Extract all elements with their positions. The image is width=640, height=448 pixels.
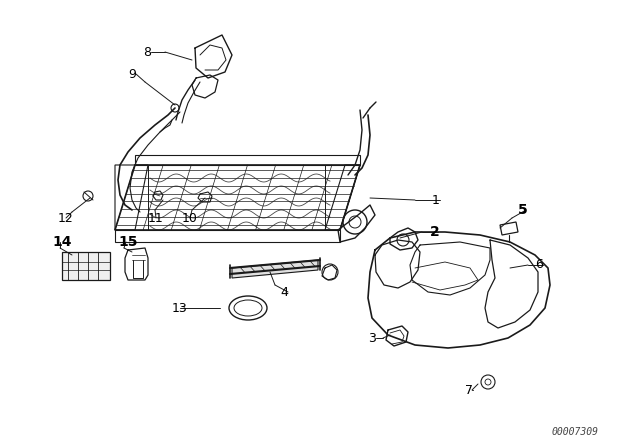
Text: 00007309: 00007309 [552, 427, 598, 437]
Polygon shape [232, 260, 318, 278]
Text: 8: 8 [143, 46, 151, 59]
Text: 3: 3 [368, 332, 376, 345]
Text: 5: 5 [518, 203, 528, 217]
Text: 13: 13 [172, 302, 188, 314]
Text: 2: 2 [430, 225, 440, 239]
Text: 15: 15 [118, 235, 138, 249]
Text: 12: 12 [58, 211, 74, 224]
Text: 7: 7 [465, 383, 473, 396]
Text: 4: 4 [280, 285, 288, 298]
Text: 1: 1 [432, 194, 440, 207]
Text: 10: 10 [182, 211, 198, 224]
Text: 11: 11 [148, 211, 164, 224]
FancyBboxPatch shape [62, 252, 110, 280]
Text: 14: 14 [52, 235, 72, 249]
Text: 9: 9 [128, 68, 136, 81]
Text: 6: 6 [535, 258, 543, 271]
